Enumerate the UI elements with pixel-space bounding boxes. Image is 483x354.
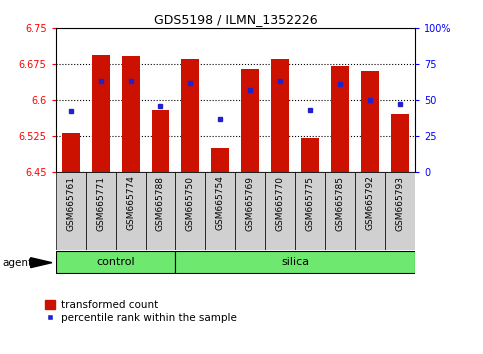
Text: GSM665775: GSM665775 — [306, 176, 315, 230]
Bar — [61, 133, 80, 172]
FancyBboxPatch shape — [56, 172, 85, 250]
Bar — [361, 72, 379, 172]
Text: GSM665750: GSM665750 — [186, 176, 195, 230]
Bar — [92, 55, 110, 172]
FancyBboxPatch shape — [326, 172, 355, 250]
FancyBboxPatch shape — [385, 172, 415, 250]
Text: silica: silica — [282, 257, 310, 267]
Legend: transformed count, percentile rank within the sample: transformed count, percentile rank withi… — [44, 299, 238, 324]
Bar — [301, 138, 319, 172]
FancyBboxPatch shape — [175, 251, 415, 273]
Text: GSM665774: GSM665774 — [126, 176, 135, 230]
Text: GSM665785: GSM665785 — [336, 176, 345, 230]
Bar — [331, 65, 349, 172]
Bar — [122, 56, 140, 172]
Bar — [391, 114, 410, 172]
Text: GSM665770: GSM665770 — [276, 176, 285, 230]
Text: control: control — [96, 257, 135, 267]
Text: GSM665754: GSM665754 — [216, 176, 225, 230]
FancyBboxPatch shape — [205, 172, 236, 250]
Bar — [271, 59, 289, 172]
Bar — [212, 148, 229, 172]
Text: GSM665771: GSM665771 — [96, 176, 105, 230]
FancyBboxPatch shape — [266, 172, 296, 250]
Bar — [242, 69, 259, 172]
FancyBboxPatch shape — [296, 172, 326, 250]
Title: GDS5198 / ILMN_1352226: GDS5198 / ILMN_1352226 — [154, 13, 317, 26]
FancyBboxPatch shape — [145, 172, 175, 250]
Text: GSM665769: GSM665769 — [246, 176, 255, 230]
FancyBboxPatch shape — [355, 172, 385, 250]
Text: GSM665788: GSM665788 — [156, 176, 165, 230]
Text: agent: agent — [2, 258, 32, 268]
Text: GSM665793: GSM665793 — [396, 176, 405, 230]
FancyBboxPatch shape — [85, 172, 115, 250]
Bar — [182, 59, 199, 172]
Text: GSM665792: GSM665792 — [366, 176, 375, 230]
FancyBboxPatch shape — [56, 251, 175, 273]
Bar — [152, 110, 170, 172]
FancyBboxPatch shape — [115, 172, 145, 250]
Polygon shape — [31, 258, 52, 268]
FancyBboxPatch shape — [175, 172, 205, 250]
Text: GSM665761: GSM665761 — [66, 176, 75, 230]
FancyBboxPatch shape — [236, 172, 266, 250]
